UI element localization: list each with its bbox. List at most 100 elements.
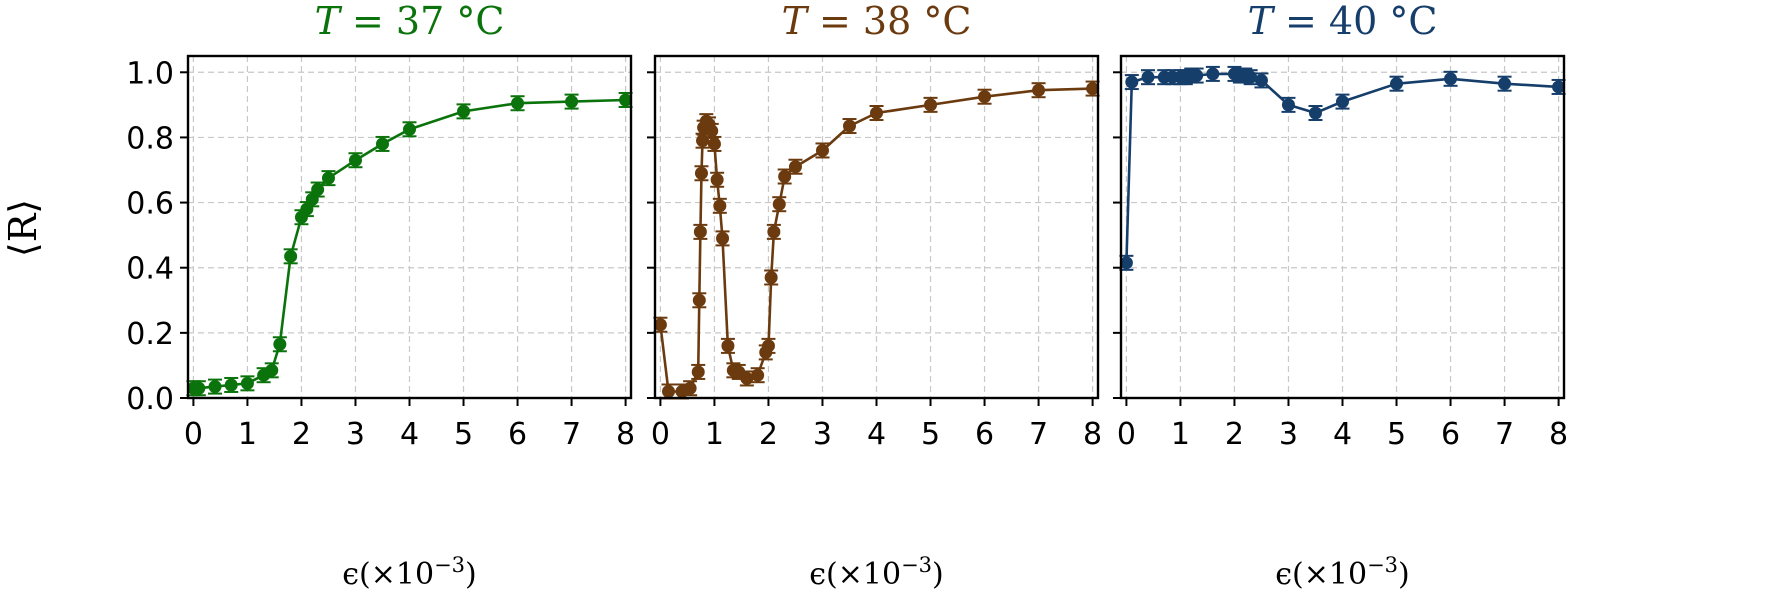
data-point xyxy=(815,143,829,157)
x-axis-label-close: ) xyxy=(932,557,944,592)
x-tick-label: 4 xyxy=(1333,417,1352,452)
x-tick-label: 7 xyxy=(1495,417,1514,452)
x-axis-label: ϵ(×10−3) xyxy=(1275,553,1410,592)
data-point xyxy=(1119,256,1133,270)
x-tick-label: 8 xyxy=(1083,417,1102,452)
x-tick-label: 8 xyxy=(616,417,635,452)
x-tick-label: 5 xyxy=(1387,417,1406,452)
data-point xyxy=(713,199,727,213)
data-point xyxy=(764,270,778,284)
y-tick-label: 0.2 xyxy=(126,317,174,352)
title-variable: T xyxy=(1248,0,1276,43)
x-tick-label: 1 xyxy=(1171,417,1190,452)
data-point xyxy=(778,170,792,184)
data-point xyxy=(1190,69,1204,83)
x-tick-label: 6 xyxy=(508,417,527,452)
x-tick-label: 4 xyxy=(867,417,886,452)
data-point xyxy=(696,134,710,148)
y-tick-label: 0.0 xyxy=(126,382,174,417)
data-point xyxy=(772,197,786,211)
data-point xyxy=(311,183,325,197)
data-point xyxy=(683,381,697,395)
data-point xyxy=(273,337,287,351)
panel-title: T = 40 °C xyxy=(1248,0,1438,43)
data-point xyxy=(707,137,721,151)
data-point xyxy=(375,137,389,151)
x-tick-label: 2 xyxy=(759,417,778,452)
x-tick-label: 2 xyxy=(1225,417,1244,452)
data-point xyxy=(767,225,781,239)
panel-title: T = 38 °C xyxy=(782,0,972,43)
series-line xyxy=(193,98,626,390)
data-point xyxy=(761,339,775,353)
panel-title: T = 37 °C xyxy=(315,0,505,43)
x-tick-label: 2 xyxy=(292,417,311,452)
data-point xyxy=(694,166,708,180)
data-point xyxy=(1552,80,1566,94)
data-point xyxy=(693,225,707,239)
x-tick-label: 3 xyxy=(813,417,832,452)
data-point xyxy=(740,371,754,385)
y-tick-label: 0.8 xyxy=(126,121,174,156)
data-point xyxy=(1444,72,1458,86)
panel-1: 0 1 2 3 4 5 6 7 8 0.0 0.2 0.4 0.6 0.8 1.0 T = 37 °C ϵ(×1… xyxy=(126,0,635,592)
data-point xyxy=(721,339,735,353)
data-point xyxy=(691,365,705,379)
data-point xyxy=(208,380,222,394)
data-point xyxy=(710,173,724,187)
x-tick-label: 5 xyxy=(454,417,473,452)
x-axis-label-close: ) xyxy=(1398,557,1410,592)
x-tick-label: 3 xyxy=(346,417,365,452)
data-point xyxy=(653,318,667,332)
data-point xyxy=(1390,77,1404,91)
x-tick-label: 4 xyxy=(400,417,419,452)
data-point xyxy=(924,98,938,112)
data-point xyxy=(284,249,298,263)
x-tick-label: 7 xyxy=(562,417,581,452)
plot-frame xyxy=(653,54,1100,400)
data-point xyxy=(1206,67,1220,81)
panel-3: 0 1 2 3 4 5 6 7 8 T = 40 °C ϵ(×10−3) xyxy=(1113,0,1568,592)
x-tick-label: 0 xyxy=(651,417,670,452)
x-axis-label: ϵ(×10−3) xyxy=(809,553,944,592)
data-point xyxy=(978,90,992,104)
x-tick-label: 3 xyxy=(1279,417,1298,452)
x-tick-label: 6 xyxy=(1441,417,1460,452)
data-point xyxy=(240,376,254,390)
x-axis-label-exponent: −3 xyxy=(434,553,465,577)
data-point xyxy=(1498,77,1512,91)
data-point xyxy=(619,93,633,107)
data-point xyxy=(751,368,765,382)
data-point xyxy=(1336,95,1349,109)
data-point xyxy=(1244,70,1258,84)
x-tick-label: 1 xyxy=(705,417,724,452)
data-point xyxy=(1308,106,1322,120)
data-point xyxy=(1254,73,1268,87)
y-tick-label: 0.6 xyxy=(126,187,174,222)
x-tick-label: 6 xyxy=(975,417,994,452)
data-point xyxy=(403,122,416,136)
data-point xyxy=(457,104,471,118)
y-tick-label: 1.0 xyxy=(126,56,174,91)
x-tick-label: 0 xyxy=(1117,417,1136,452)
x-axis-label-exponent: −3 xyxy=(901,553,932,577)
x-axis-label-base: ϵ(×10 xyxy=(809,557,901,592)
data-point xyxy=(1086,82,1100,96)
data-point xyxy=(842,119,856,133)
data-point xyxy=(1125,75,1139,89)
x-tick-label: 7 xyxy=(1029,417,1048,452)
data-point xyxy=(265,363,279,377)
data-point xyxy=(348,153,362,167)
x-axis-label-base: ϵ(×10 xyxy=(342,557,434,592)
data-point xyxy=(870,106,883,120)
data-point xyxy=(1032,83,1046,97)
title-variable: T xyxy=(315,0,343,43)
y-axis-label: ⟨R⟩ xyxy=(1,199,45,257)
data-point xyxy=(716,231,730,245)
data-point xyxy=(692,293,706,307)
x-axis-label-close: ) xyxy=(465,557,477,592)
data-point xyxy=(565,95,579,109)
title-variable: T xyxy=(782,0,810,43)
data-point xyxy=(1141,70,1155,84)
